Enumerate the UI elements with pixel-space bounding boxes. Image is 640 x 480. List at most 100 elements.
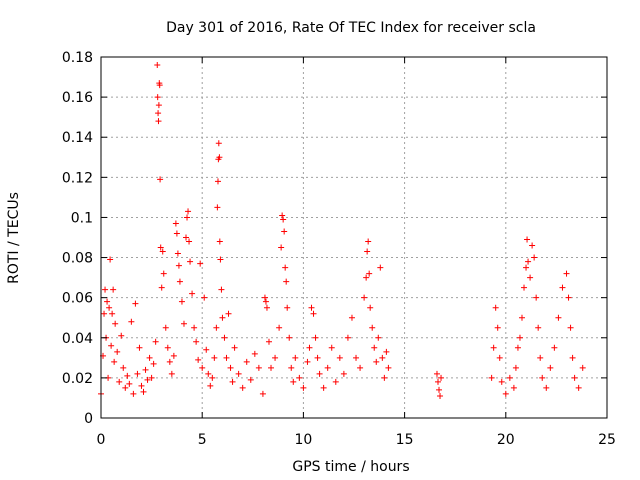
data-point — [559, 284, 566, 291]
data-point — [114, 348, 121, 355]
data-point — [279, 212, 286, 219]
data-point — [120, 364, 127, 371]
data-point — [101, 310, 108, 317]
data-point — [157, 244, 164, 251]
data-point — [157, 176, 164, 183]
x-tick-label: 5 — [198, 432, 207, 448]
data-point — [216, 238, 223, 245]
data-point — [201, 294, 208, 301]
data-point — [189, 290, 196, 297]
y-tick-label: 0.18 — [62, 50, 93, 66]
data-point — [243, 358, 250, 365]
y-tick-label: 0.16 — [62, 90, 93, 106]
data-point — [510, 384, 517, 391]
data-point — [215, 140, 222, 147]
data-point — [385, 364, 392, 371]
data-point — [109, 310, 116, 317]
data-point — [221, 334, 228, 341]
data-point — [138, 382, 145, 389]
data-point — [175, 262, 182, 269]
y-tick-label: 0 — [84, 411, 93, 427]
data-point — [268, 364, 275, 371]
data-point — [172, 220, 179, 227]
data-point — [199, 364, 206, 371]
data-point — [535, 324, 542, 331]
x-tick-label: 20 — [497, 432, 515, 448]
data-point — [144, 376, 151, 383]
data-point — [286, 334, 293, 341]
data-point — [357, 364, 364, 371]
data-point — [565, 294, 572, 301]
data-point — [282, 264, 289, 271]
data-point — [276, 324, 283, 331]
y-tick-label: 0.1 — [71, 210, 93, 226]
data-point — [283, 278, 290, 285]
data-point — [551, 344, 558, 351]
data-point — [304, 358, 311, 365]
data-point — [158, 284, 165, 291]
data-point — [438, 374, 445, 381]
data-point — [320, 384, 327, 391]
data-point — [547, 364, 554, 371]
data-points — [98, 62, 586, 399]
data-point — [186, 238, 193, 245]
x-tick-label: 0 — [97, 432, 106, 448]
data-point — [205, 370, 212, 377]
data-point — [209, 374, 216, 381]
data-point — [571, 374, 578, 381]
grid-lines — [101, 57, 607, 418]
data-point — [300, 384, 307, 391]
data-point — [255, 364, 262, 371]
data-point — [284, 304, 291, 311]
data-point — [365, 238, 372, 245]
y-tick-label: 0.02 — [62, 371, 93, 387]
data-point — [150, 360, 157, 367]
data-point — [533, 294, 540, 301]
data-point — [366, 270, 373, 277]
data-point — [225, 310, 232, 317]
data-point — [142, 366, 149, 373]
data-point — [195, 356, 202, 363]
data-point — [159, 248, 166, 255]
data-point — [130, 390, 137, 397]
data-point — [348, 314, 355, 321]
data-point — [108, 342, 115, 349]
data-point — [235, 370, 242, 377]
data-point — [104, 298, 111, 305]
data-point — [168, 370, 175, 377]
data-point — [247, 376, 254, 383]
data-point — [537, 354, 544, 361]
data-point — [492, 304, 499, 311]
data-point — [211, 354, 218, 361]
data-point — [156, 82, 163, 89]
data-point — [488, 374, 495, 381]
plot-frame — [100, 56, 608, 419]
data-point — [231, 344, 238, 351]
x-axis-title: GPS time / hours — [292, 459, 409, 475]
x-tick-label: 25 — [598, 432, 616, 448]
data-point — [314, 354, 321, 361]
data-point — [136, 344, 143, 351]
data-point — [148, 374, 155, 381]
data-point — [259, 390, 266, 397]
data-point — [263, 304, 270, 311]
data-point — [433, 370, 440, 377]
data-point — [162, 324, 169, 331]
data-point — [116, 378, 123, 385]
data-point — [288, 364, 295, 371]
data-point — [539, 374, 546, 381]
data-point — [328, 344, 335, 351]
data-point — [176, 278, 183, 285]
y-tick-label: 0.06 — [62, 291, 93, 307]
data-point — [336, 354, 343, 361]
data-point — [502, 390, 509, 397]
data-point — [364, 248, 371, 255]
data-point — [126, 380, 133, 387]
data-point — [102, 286, 109, 293]
data-point — [118, 332, 125, 339]
data-point — [531, 254, 538, 261]
data-point — [567, 324, 574, 331]
data-point — [529, 242, 536, 249]
data-point — [251, 350, 258, 357]
data-point — [160, 270, 167, 277]
